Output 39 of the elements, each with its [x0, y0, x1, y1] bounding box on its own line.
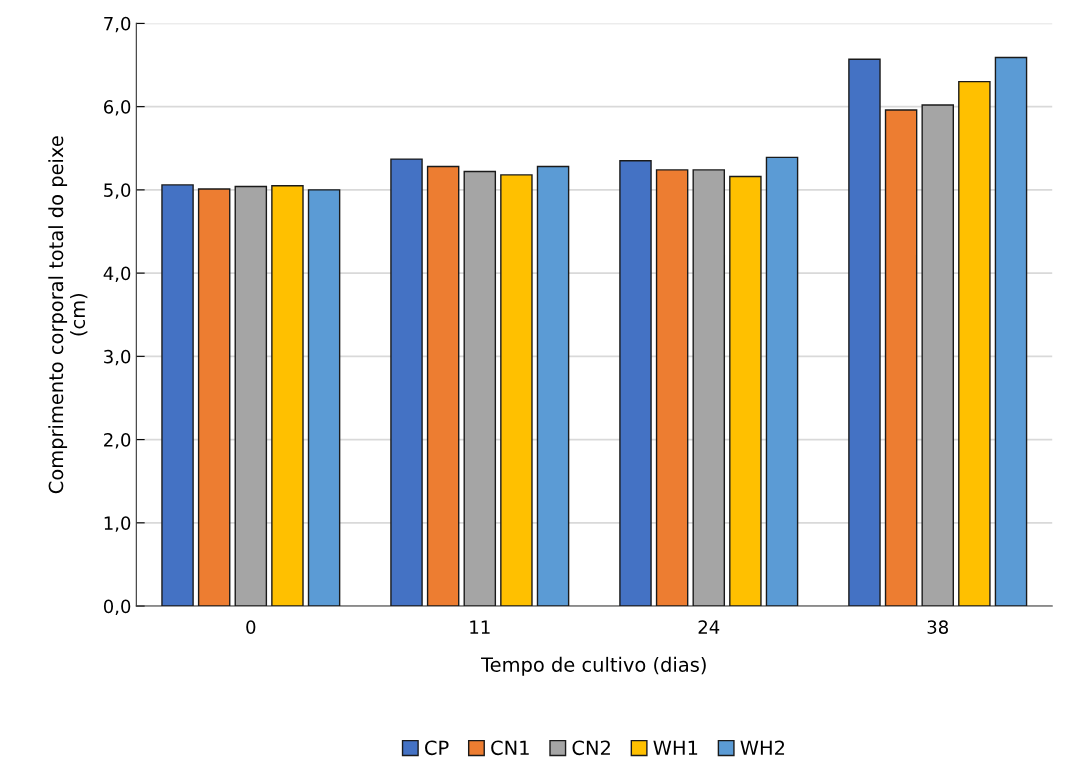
bar	[500, 174, 533, 607]
bar	[426, 165, 460, 607]
x-tick-label: 38	[927, 620, 948, 634]
bar	[655, 169, 689, 607]
bar	[271, 185, 304, 607]
y-axis-title: Comprimento corporal total do peixe (cm)	[48, 136, 88, 494]
legend-label: CP	[425, 740, 449, 756]
y-tick-label: 4,0	[103, 266, 131, 283]
bar	[197, 188, 231, 607]
bar	[463, 170, 497, 607]
y-tick-label: 5,0	[104, 183, 131, 199]
y-tick-label: 6,0	[104, 100, 131, 116]
bar	[234, 185, 268, 607]
y-tick-label: 2,0	[104, 433, 131, 449]
legend-label: WH1	[653, 740, 698, 755]
bar	[307, 189, 341, 607]
bar	[958, 80, 991, 607]
bar	[848, 58, 881, 607]
bar	[884, 109, 918, 607]
x-axis-title: Tempo de cultivo (dias)	[481, 656, 706, 676]
legend-label: CN1	[491, 740, 529, 756]
bar	[161, 184, 194, 607]
bar	[619, 160, 652, 607]
y-tick-label: 7,0	[104, 16, 131, 33]
legend-label: WH2	[740, 740, 785, 755]
bar	[994, 56, 1028, 607]
bar	[692, 169, 726, 607]
y-tick-label: 0,0	[103, 599, 131, 616]
bar	[729, 175, 762, 607]
x-tick-label: 11	[470, 620, 490, 634]
bar	[765, 156, 799, 607]
x-tick-label: 0	[246, 620, 256, 634]
legend-label: CN2	[572, 740, 610, 756]
y-tick-label: 1,0	[104, 516, 131, 532]
bar	[390, 158, 423, 607]
bar	[921, 104, 954, 607]
bar	[536, 165, 570, 607]
x-tick-label: 24	[698, 620, 720, 634]
y-tick-label: 3,0	[104, 349, 131, 366]
